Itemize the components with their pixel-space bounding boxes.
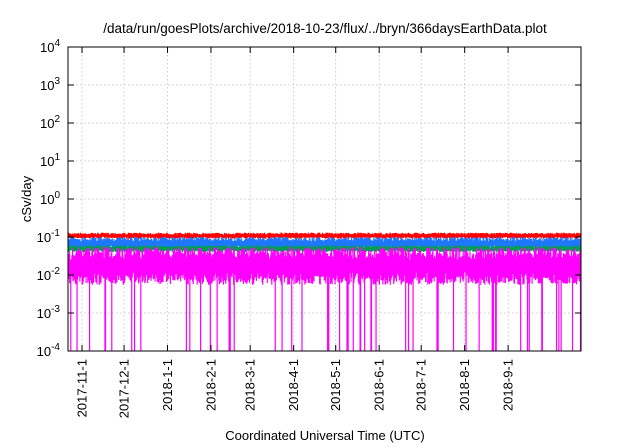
x-axis-title: Coordinated Universal Time (UTC) — [225, 428, 424, 443]
x-tick-label: 2018-5-1 — [328, 359, 343, 411]
x-tick-label: 2018-7-1 — [414, 359, 429, 411]
x-tick-label: 2018-8-1 — [457, 359, 472, 411]
y-tick-label: 100 — [40, 190, 60, 207]
y-tick-labels: 10-4 10-3 10-2 10-1 100 101 102 103 104 — [37, 38, 61, 359]
x-tick-label: 2018-9-1 — [501, 359, 516, 411]
x-tick-label: 2018-2-1 — [203, 359, 218, 411]
y-tick-label: 104 — [40, 38, 60, 55]
ticks — [68, 46, 581, 352]
grid — [68, 47, 581, 351]
y-tick-label: 10-3 — [37, 304, 61, 321]
y-tick-label: 103 — [40, 76, 60, 93]
y-tick-label: 10-1 — [37, 228, 61, 245]
y-axis-title: cSv/day — [19, 175, 34, 222]
x-tick-labels: 2017-11-1 2017-12-1 2018-1-1 2018-2-1 2018-3… — [75, 359, 516, 418]
x-tick-label: 2017-11-1 — [75, 359, 90, 417]
y-tick-label: 10-4 — [37, 342, 61, 359]
y-tick-label: 101 — [40, 152, 60, 169]
y-tick-label: 10-2 — [37, 266, 61, 283]
x-tick-label: 2018-3-1 — [243, 359, 258, 411]
x-tick-label: 2018-1-1 — [160, 359, 175, 411]
data-series-4 — [67, 246, 582, 351]
x-tick-label: 2018-6-1 — [372, 359, 387, 411]
x-tick-label: 2018-4-1 — [286, 359, 301, 411]
chart-title: /data/run/goesPlots/archive/2018-10-23/f… — [103, 21, 547, 36]
x-tick-label: 2017-12-1 — [117, 359, 132, 418]
data-series — [67, 232, 582, 351]
y-tick-label: 102 — [40, 114, 60, 131]
